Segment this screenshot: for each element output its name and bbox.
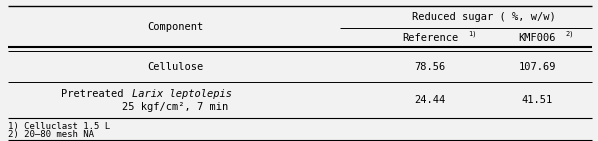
- Text: 41.51: 41.51: [521, 95, 553, 105]
- Text: Pretreated: Pretreated: [61, 89, 130, 99]
- Text: Component: Component: [147, 23, 203, 32]
- Text: Reference: Reference: [402, 33, 458, 43]
- Text: 107.69: 107.69: [518, 62, 556, 72]
- Text: 1): 1): [468, 31, 477, 37]
- Text: 25 kgf/cm², 7 min: 25 kgf/cm², 7 min: [122, 102, 228, 112]
- Text: 78.56: 78.56: [414, 62, 446, 72]
- Text: 2) 20–80 mesh NA: 2) 20–80 mesh NA: [8, 131, 94, 139]
- Text: KMF006: KMF006: [518, 33, 556, 43]
- Text: 24.44: 24.44: [414, 95, 446, 105]
- Text: Cellulose: Cellulose: [147, 62, 203, 72]
- Text: Larix leptolepis: Larix leptolepis: [132, 89, 232, 99]
- Text: 2): 2): [565, 31, 573, 37]
- Text: Reduced sugar ( %, w/w): Reduced sugar ( %, w/w): [411, 12, 556, 22]
- Text: 1) Celluclast 1.5 L: 1) Celluclast 1.5 L: [8, 122, 110, 131]
